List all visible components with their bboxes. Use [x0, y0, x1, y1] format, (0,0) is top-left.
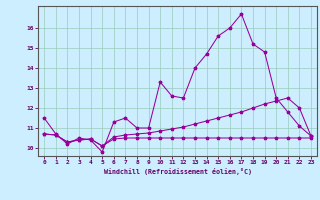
X-axis label: Windchill (Refroidissement éolien,°C): Windchill (Refroidissement éolien,°C)	[104, 168, 252, 175]
